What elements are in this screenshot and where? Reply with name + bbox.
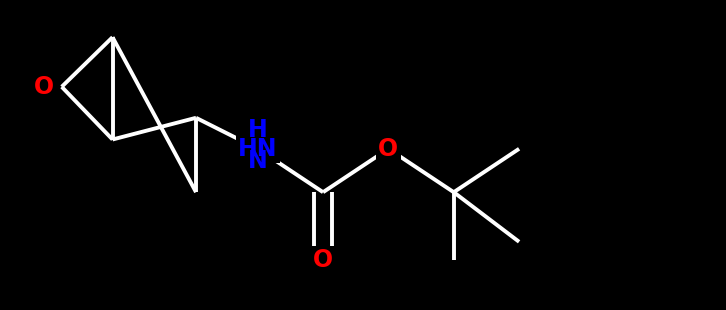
Text: O: O — [33, 75, 54, 99]
Text: N: N — [248, 149, 268, 173]
Text: H: H — [248, 118, 268, 142]
Text: O: O — [313, 248, 333, 272]
Text: O: O — [313, 248, 333, 272]
Text: O: O — [33, 75, 54, 99]
Text: N: N — [248, 149, 268, 173]
Text: HN: HN — [238, 137, 277, 161]
Text: O: O — [378, 137, 399, 161]
Text: HN: HN — [238, 137, 277, 161]
Text: O: O — [378, 137, 399, 161]
Text: H: H — [248, 118, 268, 142]
